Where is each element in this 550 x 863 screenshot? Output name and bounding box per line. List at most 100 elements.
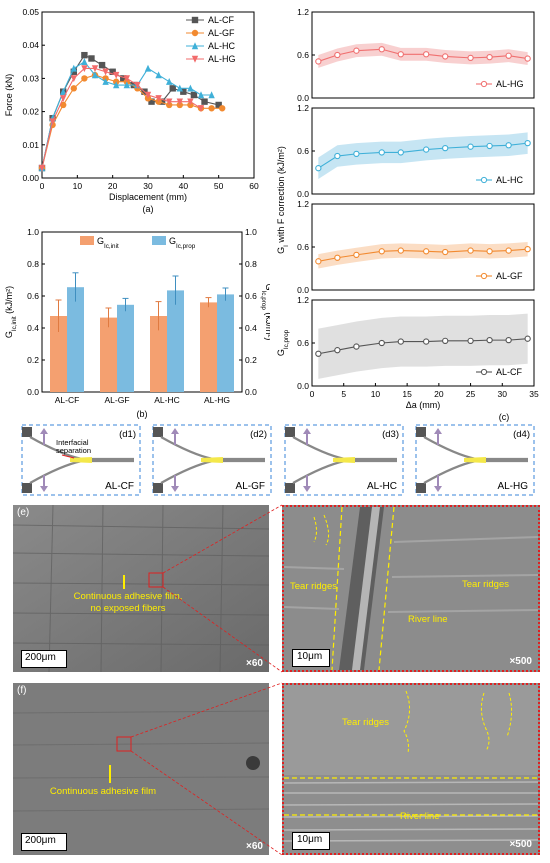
- legend-label-AL-GF: AL-GF: [496, 271, 523, 281]
- data-point-AL-HG: [123, 75, 130, 83]
- y-tick-label-a: 0.05: [22, 7, 39, 17]
- data-point-AL-GF: [315, 258, 322, 265]
- data-point-AL-HC: [81, 58, 88, 65]
- schematic-tag: (d2): [250, 429, 267, 440]
- subplot-AL-GF: 0.0 0.6 1.2 AL-GF: [297, 199, 535, 295]
- clamp-top-icon: [22, 427, 32, 437]
- chart-c: 0.0 0.6 1.2 AL-HG 0.0 0.6 1.2 AL-HC 0.0 0.6 1.2 AL-…: [276, 7, 539, 422]
- y-axis-label-c: GI with F correction (kJ/m²): [276, 146, 290, 254]
- data-point-AL-CF: [353, 343, 360, 350]
- schematic-row: (d1)AL-CFInterfacialseparation(d2)AL-GF(…: [21, 424, 535, 496]
- y-tick-label-c: 0.6: [297, 242, 309, 252]
- load-arrow-up-head-icon: [434, 428, 442, 434]
- scale-text-f-high: 10μm: [297, 834, 323, 845]
- clamp-bottom-icon: [22, 483, 32, 493]
- panel-label-e: (e): [17, 507, 30, 518]
- legend-label-AL-HG: AL-HG: [496, 79, 524, 89]
- mag-e-low: ×60: [246, 658, 263, 669]
- data-point-AL-HG: [423, 51, 430, 58]
- data-point-AL-HG: [197, 105, 205, 112]
- arrow-f: [109, 765, 111, 783]
- category-label-b: AL-HC: [154, 395, 180, 405]
- x-tick-label-a: 60: [249, 181, 259, 191]
- annotation-tear-ridges-f: Tear ridges: [342, 717, 389, 728]
- chart-a: 0 10 20 30 40 50 60 0.00 0.01 0.02 0.03 0.04 0.05 Dis…: [4, 7, 259, 214]
- confidence-band-AL-GF: [318, 241, 528, 269]
- y-tick-label-c: 1.2: [297, 7, 309, 17]
- sem-image-e-low: (e) Continuous adhesive film, no exposed…: [13, 505, 269, 672]
- series-line-AL-GF: [41, 74, 223, 169]
- data-point-AL-HG: [187, 98, 194, 106]
- y-tick-label-a: 0.04: [22, 40, 39, 50]
- data-point-AL-HG: [70, 75, 77, 83]
- data-point-AL-CF: [190, 91, 198, 99]
- data-point-AL-HG: [155, 95, 162, 103]
- data-point-AL-HG: [315, 58, 322, 65]
- scale-text-e: 200μm: [25, 652, 56, 663]
- x-tick-label-a: 0: [40, 181, 45, 191]
- scale-bar-f: [21, 833, 67, 851]
- data-point-AL-GF: [378, 248, 385, 255]
- data-point-AL-GF: [442, 248, 449, 256]
- series-AL-HG: [38, 65, 205, 172]
- y-tick-label-left-b: 0.6: [27, 291, 39, 301]
- y-tick-label-c: 0.6: [297, 338, 309, 348]
- y-axis-label-a: Force (kN): [4, 74, 14, 117]
- data-point-AL-CF: [423, 338, 430, 345]
- y-tick-label-c: 0.0: [297, 381, 309, 391]
- annotation-arrow-icon: [61, 454, 75, 459]
- annotation-river-line: River line: [408, 614, 448, 625]
- panel-label-f: (f): [17, 685, 27, 696]
- sem-texture-f-low: [13, 683, 269, 855]
- sem-image-f-high: Tear ridges River line 10μm ×500: [282, 683, 540, 855]
- data-point-AL-GF: [81, 75, 88, 82]
- data-point-AL-CF: [109, 68, 116, 75]
- legend-marker-AL-CF: [191, 16, 199, 24]
- sem-texture-e-high: [284, 507, 538, 670]
- y-tick-label-left-b: 0.8: [27, 259, 39, 269]
- data-point-AL-HC: [91, 71, 99, 79]
- subplot-AL-CF: 0.0 0.6 1.2 AL-CF 0 5 10 15 20 25 30 35: [297, 295, 539, 399]
- mag-f-low: ×60: [246, 841, 263, 852]
- data-point-AL-HG: [378, 46, 385, 53]
- data-point-AL-HC: [353, 150, 360, 158]
- y-tick-label-c: 0.0: [297, 189, 309, 199]
- chart-b: 0.0 0.0 0.2 0.2 0.4 0.4 0.6 0.6 0.8 0.8 1.0 1.0 AL-C…: [4, 227, 270, 419]
- scale-bar-e: [21, 650, 67, 668]
- mag-f-high: ×500: [509, 839, 532, 850]
- clamp-bottom-icon: [153, 483, 163, 493]
- data-point-AL-HC: [208, 91, 215, 99]
- data-point-AL-GF: [486, 248, 493, 255]
- data-point-AL-GF: [505, 247, 512, 254]
- adhesive-layer: [333, 457, 355, 463]
- load-arrow-up-head-icon: [40, 428, 48, 434]
- load-arrow-down-head-icon: [171, 486, 179, 492]
- schematic-AL-GF: (d2) AL-GF: [152, 424, 272, 496]
- data-point-AL-GF: [353, 251, 360, 259]
- adhesive-layer: [464, 457, 486, 463]
- load-arrow-up-head-icon: [303, 428, 311, 434]
- data-point-AL-CF: [315, 350, 322, 357]
- bar-Ic,init-AL-CF: [50, 316, 67, 392]
- subplot-AL-HC: 0.0 0.6 1.2 AL-HC: [297, 103, 535, 199]
- data-point-AL-HC: [334, 152, 341, 160]
- series-line-AL-HG: [41, 67, 202, 169]
- data-point-AL-HC: [123, 81, 130, 89]
- y-tick-label-right-b: 0.4: [245, 323, 257, 333]
- arrow-e: [123, 575, 125, 589]
- scale-text-f: 200μm: [25, 835, 56, 846]
- data-point-AL-CF: [169, 85, 176, 92]
- confidence-band-AL-HG: [318, 42, 528, 68]
- y-tick-label-right-b: 1.0: [245, 227, 257, 237]
- legend-marker-AL-CF: [480, 368, 488, 376]
- data-point-AL-HC: [524, 139, 531, 147]
- x-tick-label-a: 40: [179, 181, 189, 191]
- schematic-name: AL-HG: [497, 481, 528, 492]
- data-point-AL-GF: [208, 105, 215, 112]
- bar-Ic,prop-AL-GF: [117, 304, 134, 392]
- data-point-AL-CF: [81, 51, 88, 59]
- legend-label-Ic,prop: GIc,prop: [169, 236, 196, 250]
- y-tick-label-a: 0.03: [22, 73, 39, 83]
- confidence-band-AL-HC: [318, 132, 528, 179]
- zoom-box-e: [148, 572, 164, 588]
